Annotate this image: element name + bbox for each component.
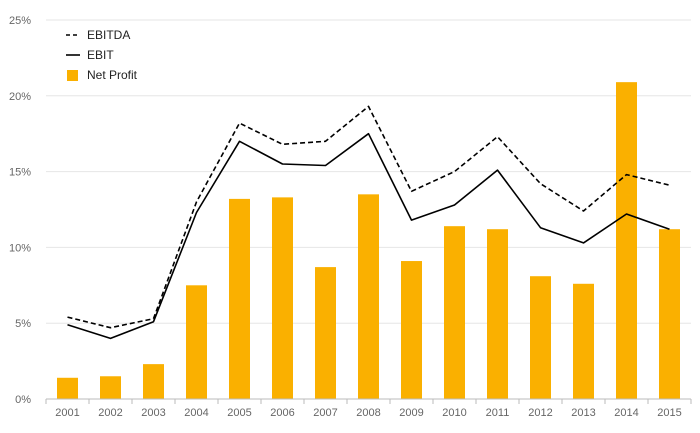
net-profit-bars xyxy=(57,82,680,399)
y-tick-label: 20% xyxy=(9,91,31,103)
net-profit-bar xyxy=(444,226,465,399)
x-tick-label: 2013 xyxy=(571,407,595,419)
ebitda-line xyxy=(67,105,670,329)
ebit-line xyxy=(67,132,670,340)
x-tick-label: 2011 xyxy=(486,407,510,419)
legend-ebit-label: EBIT xyxy=(87,48,114,62)
x-tick-label: 2001 xyxy=(55,407,79,419)
x-tick-label: 2006 xyxy=(270,407,294,419)
net-profit-bar xyxy=(315,267,336,399)
net-profit-bar xyxy=(659,229,680,399)
net-profit-bar xyxy=(186,285,207,399)
net-profit-bar xyxy=(530,276,551,399)
x-tick-label: 2007 xyxy=(313,407,337,419)
x-axis: 2001 2002 2003 2004 2005 2006 2007 2008 2009 2010… xyxy=(45,398,692,419)
net-profit-bar xyxy=(143,364,164,399)
y-tick-label: 15% xyxy=(9,167,31,179)
net-profit-bar xyxy=(57,377,78,399)
x-tick-label: 2015 xyxy=(657,407,681,419)
legend-ebitda-label: EBITDA xyxy=(87,28,130,42)
net-profit-bar xyxy=(616,82,637,399)
x-tick-label: 2012 xyxy=(528,407,552,419)
x-tick-label: 2010 xyxy=(442,407,466,419)
net-profit-bar xyxy=(100,376,121,399)
x-tick-label: 2014 xyxy=(614,407,638,419)
net-profit-bar xyxy=(573,283,594,399)
net-profit-bar xyxy=(401,261,422,399)
legend-net-profit-swatch xyxy=(67,70,78,81)
y-tick-label: 5% xyxy=(15,318,31,330)
x-tick-label: 2005 xyxy=(227,407,251,419)
legend-net-profit-label: Net Profit xyxy=(87,68,138,82)
x-tick-label: 2002 xyxy=(98,407,122,419)
y-axis-tick-labels: 0% 5% 10% 15% 20% 25% xyxy=(9,15,31,406)
x-tick-label: 2003 xyxy=(141,407,165,419)
net-profit-bar xyxy=(272,197,293,399)
line-series xyxy=(67,105,670,340)
net-profit-bar xyxy=(487,229,508,399)
x-tick-label: 2004 xyxy=(184,407,208,419)
net-profit-bar xyxy=(229,198,250,399)
y-tick-label: 0% xyxy=(15,394,31,406)
x-tick-label: 2009 xyxy=(399,407,423,419)
y-tick-label: 10% xyxy=(9,242,31,254)
legend: EBITDA EBIT Net Profit xyxy=(66,28,138,82)
net-profit-bar xyxy=(358,194,379,399)
x-tick-label: 2008 xyxy=(356,407,380,419)
y-tick-label: 25% xyxy=(9,15,31,27)
